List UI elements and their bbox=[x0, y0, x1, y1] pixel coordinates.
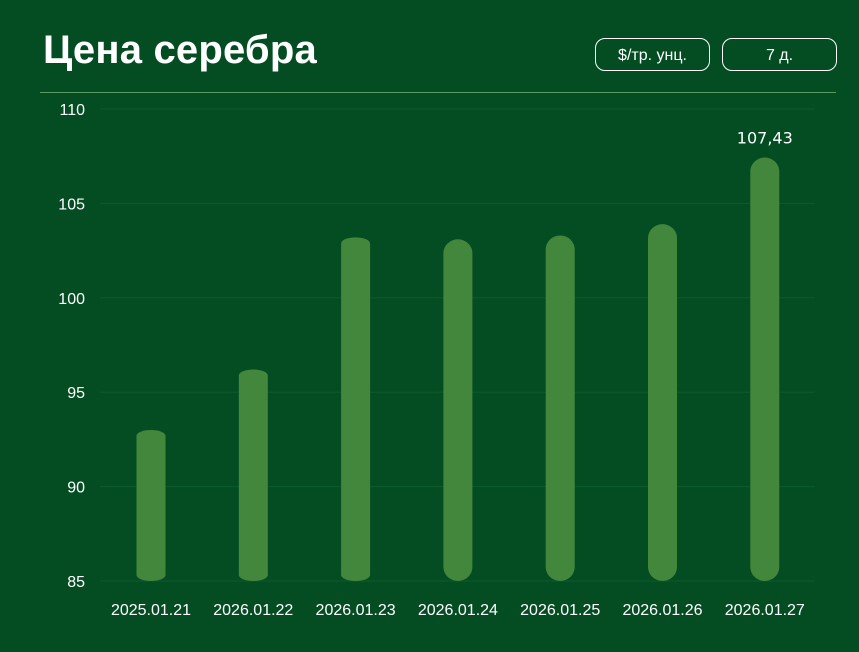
x-tick-label: 2026.01.26 bbox=[622, 602, 702, 619]
x-tick-label: 2026.01.27 bbox=[725, 602, 805, 619]
bar[interactable] bbox=[238, 369, 268, 581]
y-tick-label: 100 bbox=[58, 291, 85, 308]
time-range-button[interactable]: 7 д. bbox=[722, 38, 837, 71]
bar[interactable] bbox=[443, 239, 473, 581]
x-axis: 2025.01.21 2026.01.22 2026.01.23 2026.01.24… bbox=[111, 602, 805, 619]
x-tick-label: 2026.01.22 bbox=[213, 602, 293, 619]
x-tick-label: 2026.01.24 bbox=[418, 602, 498, 619]
y-tick-label: 95 bbox=[67, 385, 85, 402]
data-label: 107,43 bbox=[737, 129, 793, 148]
y-tick-label: 90 bbox=[67, 480, 85, 497]
x-tick-label: 2026.01.25 bbox=[520, 602, 600, 619]
header-divider bbox=[40, 92, 836, 93]
bar[interactable] bbox=[545, 235, 575, 581]
bar[interactable] bbox=[648, 224, 677, 581]
y-tick-label: 85 bbox=[67, 574, 85, 591]
x-tick-label: 2025.01.21 bbox=[111, 602, 191, 619]
y-axis: 85 90 95 100 105 110 bbox=[58, 102, 85, 591]
bar[interactable] bbox=[136, 429, 166, 581]
y-tick-label: 105 bbox=[58, 196, 85, 213]
y-tick-label: 110 bbox=[59, 102, 85, 119]
bar[interactable] bbox=[341, 237, 371, 581]
page-title: Цена серебра bbox=[43, 28, 317, 72]
bars bbox=[136, 157, 780, 581]
bar[interactable] bbox=[750, 157, 780, 581]
unit-selector-button[interactable]: $/тр. унц. bbox=[595, 38, 710, 71]
data-labels: 107,43 bbox=[737, 129, 793, 148]
x-tick-label: 2026.01.23 bbox=[316, 602, 396, 619]
